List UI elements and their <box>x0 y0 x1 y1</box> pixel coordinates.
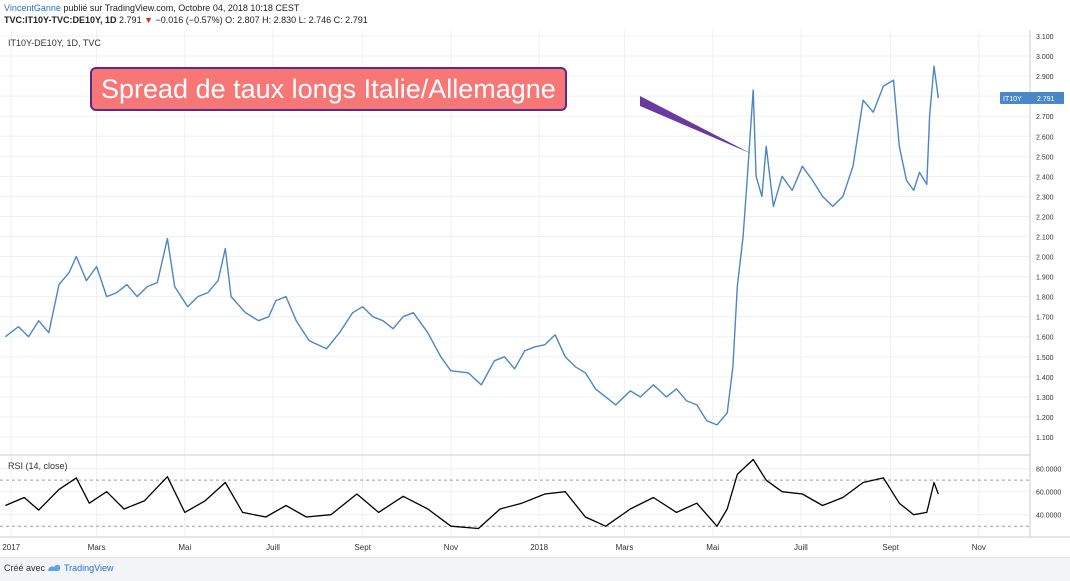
callout-arrow <box>640 96 752 154</box>
chart-svg[interactable]: IT10Y-DE10Y, 1D, TVC RSI (14, close) 201… <box>0 0 1070 557</box>
x-tick-label: Sept <box>354 543 371 552</box>
y-tick-label: 2.300 <box>1036 194 1054 201</box>
x-tick-label: Mars <box>616 543 634 552</box>
y-tick-label: 2.400 <box>1036 174 1054 181</box>
y-tick-label: 1.800 <box>1036 295 1054 302</box>
last-price-badge <box>1000 91 1034 104</box>
rsi-tick-label: 80.0000 <box>1036 467 1061 474</box>
y-tick-label: 1.900 <box>1036 275 1054 282</box>
last-price-badge-value: 2.791 <box>1037 96 1055 103</box>
x-tick-label: Mai <box>178 543 191 552</box>
y-tick-label: 3.100 <box>1036 34 1054 41</box>
axes: 2017 Mars Mai Juill Sept Nov 2018 Mars Mai Juill S… <box>2 34 1061 552</box>
last-price: 2.791 <box>119 15 142 25</box>
y-tick-label: 3.000 <box>1036 54 1054 61</box>
x-tick-label: 2017 <box>2 543 20 552</box>
y-tick-label: 1.200 <box>1036 415 1054 422</box>
y-tick-label: 1.100 <box>1036 435 1054 442</box>
y-tick-label: 2.900 <box>1036 74 1054 81</box>
footer: Créé avec TradingView <box>0 557 1070 581</box>
y-tick-label: 2.000 <box>1036 255 1054 262</box>
rsi-tick-label: 40.0000 <box>1036 513 1061 520</box>
rsi-line <box>5 458 939 530</box>
rsi-tick-label: 60.0000 <box>1036 490 1061 497</box>
x-tick-label: 2018 <box>530 543 548 552</box>
last-price-badge-symbol: IT10Y <box>1003 96 1022 103</box>
down-arrow-icon: ▼ <box>144 15 154 25</box>
x-tick-label: Nov <box>444 543 458 552</box>
y-tick-label: 2.600 <box>1036 134 1054 141</box>
chart-header: VincentGanne publié sur TradingView.com,… <box>4 2 368 26</box>
y-tick-label: 1.500 <box>1036 355 1054 362</box>
price-change: −0.016 (−0.57%) <box>155 15 223 25</box>
symbol-label: TVC:IT10Y-TVC:DE10Y, 1D <box>4 15 117 25</box>
x-tick-label: Juill <box>266 543 280 552</box>
x-tick-label: Mars <box>88 543 106 552</box>
marks: IT10Y 2.791 <box>4 65 1064 530</box>
grid <box>0 30 1030 537</box>
y-tick-label: 1.400 <box>1036 375 1054 382</box>
spread-callout: Spread de taux longs Italie/Allemagne <box>90 67 567 111</box>
tradingview-brand[interactable]: TradingView <box>64 563 114 573</box>
y-tick-label: 2.700 <box>1036 114 1054 121</box>
y-tick-label: 1.300 <box>1036 395 1054 402</box>
x-tick-label: Juill <box>794 543 808 552</box>
author-link[interactable]: VincentGanne <box>4 3 61 13</box>
y-tick-label: 1.700 <box>1036 315 1054 322</box>
made-with-label: Créé avec <box>4 563 46 573</box>
spread-price-line <box>4 65 939 426</box>
publish-line: VincentGanne publié sur TradingView.com,… <box>4 2 368 14</box>
y-tick-label: 2.100 <box>1036 234 1054 241</box>
publish-info: publié sur TradingView.com, Octobre 04, … <box>63 3 300 13</box>
tradingview-logo-icon <box>48 564 61 571</box>
main-pane-title: IT10Y-DE10Y, 1D, TVC <box>8 38 101 48</box>
ohlc-values: O: 2.807 H: 2.830 L: 2.746 C: 2.791 <box>225 15 368 25</box>
y-tick-label: 2.500 <box>1036 154 1054 161</box>
x-tick-label: Mai <box>706 543 719 552</box>
symbol-line: TVC:IT10Y-TVC:DE10Y, 1D 2.791 ▼ −0.016 (… <box>4 14 368 26</box>
x-tick-label: Nov <box>972 543 986 552</box>
last-price-axis-badge <box>1034 91 1064 104</box>
rsi-pane-title: RSI (14, close) <box>8 461 68 471</box>
y-tick-label: 1.600 <box>1036 335 1054 342</box>
y-tick-label: 2.200 <box>1036 214 1054 221</box>
x-tick-label: Sept <box>882 543 899 552</box>
